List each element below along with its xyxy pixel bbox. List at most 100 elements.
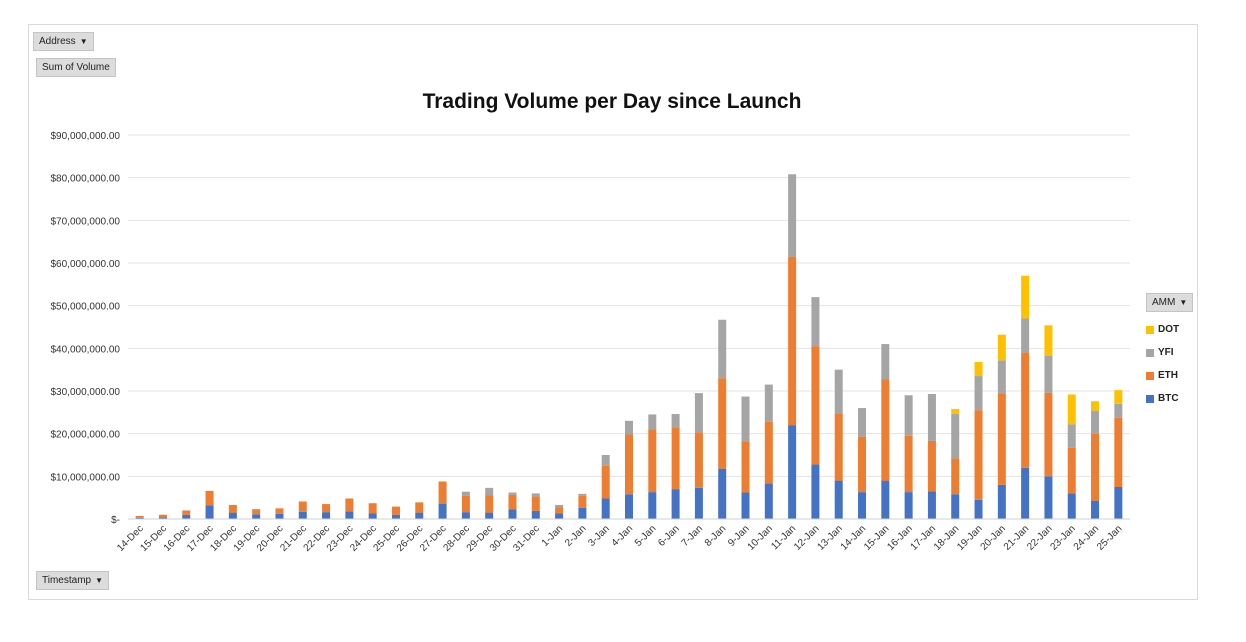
bar-btc <box>904 492 913 519</box>
bar-btc <box>927 491 936 519</box>
x-tick-label: 4-Jan <box>610 523 635 548</box>
bar-dot <box>974 361 983 377</box>
bar-btc <box>578 507 587 519</box>
bar-yfi <box>974 376 983 411</box>
x-tick-label: 19-Jan <box>955 523 984 552</box>
bar-btc <box>391 514 400 519</box>
chevron-down-icon: ▼ <box>1179 298 1188 307</box>
bar-btc <box>764 483 773 519</box>
x-tick-label: 2-Jan <box>563 523 588 548</box>
bar-eth <box>1067 447 1076 494</box>
x-tick-label: 3-Jan <box>586 523 611 548</box>
bar-yfi <box>1021 318 1030 353</box>
bar-yfi <box>1114 403 1123 418</box>
bar-yfi <box>1044 356 1053 393</box>
bar-eth <box>671 427 680 490</box>
bar-eth <box>275 508 284 514</box>
bar-yfi <box>601 455 610 466</box>
y-tick-label: $60,000,000.00 <box>50 259 120 270</box>
bar-btc <box>834 480 843 519</box>
bar-btc <box>858 492 867 519</box>
x-tick-label: 31-Dec <box>511 523 542 554</box>
bar-eth <box>834 413 843 481</box>
values-field-label: Sum of Volume <box>42 62 110 73</box>
legend-label: BTC <box>1158 393 1179 404</box>
x-tick-label: 21-Jan <box>1002 523 1031 552</box>
bar-btc <box>1021 467 1030 519</box>
x-tick-label: 8-Jan <box>703 523 728 548</box>
values-field-button[interactable]: Sum of Volume <box>36 58 116 77</box>
address-filter-button[interactable]: Address ▼ <box>33 32 94 51</box>
bar-btc <box>694 487 703 519</box>
amm-field-button[interactable]: AMM ▼ <box>1146 293 1194 312</box>
bar-eth <box>135 516 144 518</box>
bar-yfi <box>578 493 587 496</box>
bar-eth <box>531 496 540 511</box>
legend-swatch <box>1146 371 1154 380</box>
bar-yfi <box>718 319 727 379</box>
bar-btc <box>252 514 261 519</box>
bar-btc <box>275 513 284 519</box>
bar-btc <box>1091 500 1100 519</box>
bar-eth <box>881 379 890 481</box>
bar-eth <box>1021 352 1030 468</box>
bar-eth <box>182 510 191 515</box>
bars <box>135 174 1123 519</box>
bar-yfi <box>1091 410 1100 434</box>
bar-btc <box>1067 493 1076 519</box>
bar-dot <box>997 334 1006 361</box>
bar-eth <box>298 501 307 512</box>
bar-eth <box>974 410 983 500</box>
x-tick-label: 20-Jan <box>979 523 1008 552</box>
bar-eth <box>508 494 517 510</box>
bar-eth <box>694 432 703 488</box>
bar-btc <box>811 464 820 519</box>
bar-btc <box>368 513 377 519</box>
legend-label: DOT <box>1158 324 1180 335</box>
bar-yfi <box>834 369 843 414</box>
x-tick-label: 25-Jan <box>1095 523 1124 552</box>
bar-eth <box>1044 392 1053 477</box>
bar-yfi <box>788 174 797 257</box>
timestamp-field-button[interactable]: Timestamp ▼ <box>36 571 110 590</box>
bar-eth <box>555 507 564 514</box>
x-tick-label: 24-Jan <box>1072 523 1101 552</box>
x-tick-label: 6-Jan <box>656 523 681 548</box>
legend-swatch <box>1146 394 1154 403</box>
x-tick-label: 7-Jan <box>680 523 705 548</box>
bar-eth <box>858 436 867 493</box>
x-tick-label: 18-Jan <box>932 523 961 552</box>
bar-yfi <box>811 297 820 347</box>
bar-eth <box>648 429 657 493</box>
bar-eth <box>368 503 377 514</box>
bar-eth <box>391 506 400 515</box>
legend-swatch <box>1146 348 1154 357</box>
legend-label: ETH <box>1158 370 1178 381</box>
bar-eth <box>578 495 587 508</box>
x-tick-label: 12-Jan <box>792 523 821 552</box>
bar-btc <box>788 425 797 519</box>
bar-btc <box>1114 487 1123 519</box>
bar-eth <box>625 434 633 495</box>
bar-eth <box>718 378 727 469</box>
bar-eth <box>904 435 913 493</box>
bar-eth <box>1091 433 1100 501</box>
bar-btc <box>135 517 144 519</box>
bar-btc <box>648 492 657 519</box>
x-axis: 14-Dec15-Dec16-Dec17-Dec18-Dec19-Dec20-D… <box>115 518 1130 554</box>
x-tick-label: 13-Jan <box>815 523 844 552</box>
bar-btc <box>951 494 960 519</box>
bar-eth <box>461 495 470 513</box>
y-tick-label: $80,000,000.00 <box>50 174 120 185</box>
bar-btc <box>205 505 214 519</box>
x-tick-label: 10-Jan <box>746 523 775 552</box>
y-tick-label: $40,000,000.00 <box>50 344 120 355</box>
y-tick-label: $- <box>111 515 120 526</box>
x-tick-label: 17-Jan <box>909 523 938 552</box>
y-tick-label: $30,000,000.00 <box>50 387 120 398</box>
bar-btc <box>881 480 890 519</box>
bar-eth <box>205 490 214 506</box>
bar-btc <box>345 511 354 519</box>
bar-dot <box>1114 390 1123 404</box>
bar-yfi <box>764 384 773 422</box>
